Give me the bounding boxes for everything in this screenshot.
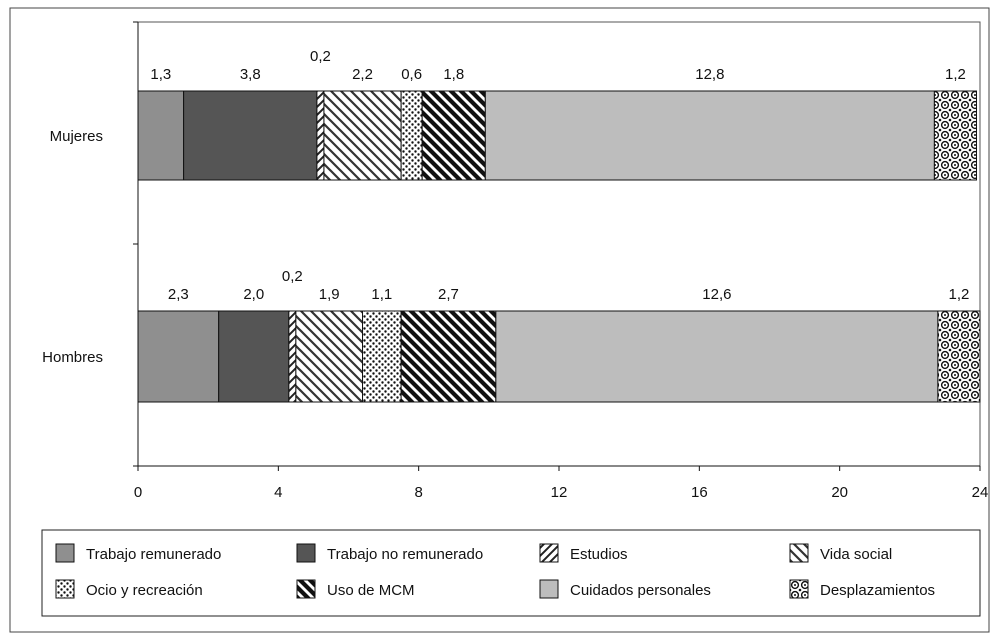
bar-segment xyxy=(362,310,402,403)
bar-segment xyxy=(400,310,497,403)
legend: Trabajo remunerado Trabajo no remunerado E… xyxy=(55,543,935,599)
data-label: 0,6 xyxy=(401,66,422,83)
bar-segment xyxy=(218,310,290,403)
category-label: Mujeres xyxy=(50,128,103,145)
data-label: 2,2 xyxy=(352,66,373,83)
legend-swatch xyxy=(539,579,559,599)
x-tick-label: 20 xyxy=(831,484,848,501)
legend-swatch xyxy=(296,543,316,563)
bar-segment xyxy=(183,90,318,181)
bar-segment xyxy=(288,310,297,403)
bar-segment xyxy=(316,90,325,181)
bar-segment xyxy=(400,90,423,181)
bar-segment xyxy=(323,90,402,181)
bar-segment xyxy=(495,310,939,403)
bar-segment xyxy=(484,90,935,181)
bar-segment xyxy=(421,90,486,181)
legend-box xyxy=(41,529,981,617)
legend-swatch xyxy=(55,579,75,599)
data-label: 2,3 xyxy=(168,286,189,303)
data-label: 1,8 xyxy=(443,66,464,83)
data-labels: 1,3 3,8 0,2 2,2 0,6 1,8 12,8 1,2 2,3 2,0 0,2 1,9 1,1… xyxy=(150,48,969,303)
legend-swatch xyxy=(296,579,316,599)
category-label: Hombres xyxy=(42,349,103,366)
legend-label: Ocio y recreación xyxy=(86,582,203,599)
legend-label: Trabajo no remunerado xyxy=(327,546,483,563)
data-label: 3,8 xyxy=(240,66,261,83)
legend-swatch xyxy=(789,579,809,599)
data-label: 1,2 xyxy=(945,66,966,83)
x-tick-label: 4 xyxy=(274,484,282,501)
legend-label: Vida social xyxy=(820,546,892,563)
legend-label: Estudios xyxy=(570,546,628,563)
bar-segment xyxy=(295,310,364,403)
legend-label: Trabajo remunerado xyxy=(86,546,221,563)
y-category-labels: Mujeres Hombres xyxy=(42,128,103,366)
bar-segment xyxy=(137,310,220,403)
data-label: 1,9 xyxy=(319,286,340,303)
x-tick-label: 8 xyxy=(414,484,422,501)
data-label: 12,6 xyxy=(702,286,731,303)
data-label: 1,1 xyxy=(371,286,392,303)
figure-frame xyxy=(9,7,990,633)
x-tick-label: 12 xyxy=(551,484,568,501)
legend-label: Cuidados personales xyxy=(570,582,711,599)
legend-label: Desplazamientos xyxy=(820,582,935,599)
data-label: 0,2 xyxy=(310,48,331,65)
legend-swatch xyxy=(789,543,809,563)
bar-segments xyxy=(137,90,981,403)
data-label: 2,0 xyxy=(243,286,264,303)
bar-segment xyxy=(937,310,981,403)
legend-swatch xyxy=(55,543,75,563)
x-tick-label: 24 xyxy=(972,484,989,501)
data-label: 1,2 xyxy=(949,286,970,303)
data-label: 0,2 xyxy=(282,268,303,285)
legend-swatch xyxy=(539,543,559,563)
x-ticks: 0 4 8 12 16 20 24 xyxy=(134,466,989,501)
legend-label: Uso de MCM xyxy=(327,582,415,599)
x-tick-label: 0 xyxy=(134,484,142,501)
data-label: 2,7 xyxy=(438,286,459,303)
bar-segment xyxy=(933,90,977,181)
bar-segment xyxy=(137,90,185,181)
x-tick-label: 16 xyxy=(691,484,708,501)
data-label: 12,8 xyxy=(695,66,724,83)
data-label: 1,3 xyxy=(150,66,171,83)
